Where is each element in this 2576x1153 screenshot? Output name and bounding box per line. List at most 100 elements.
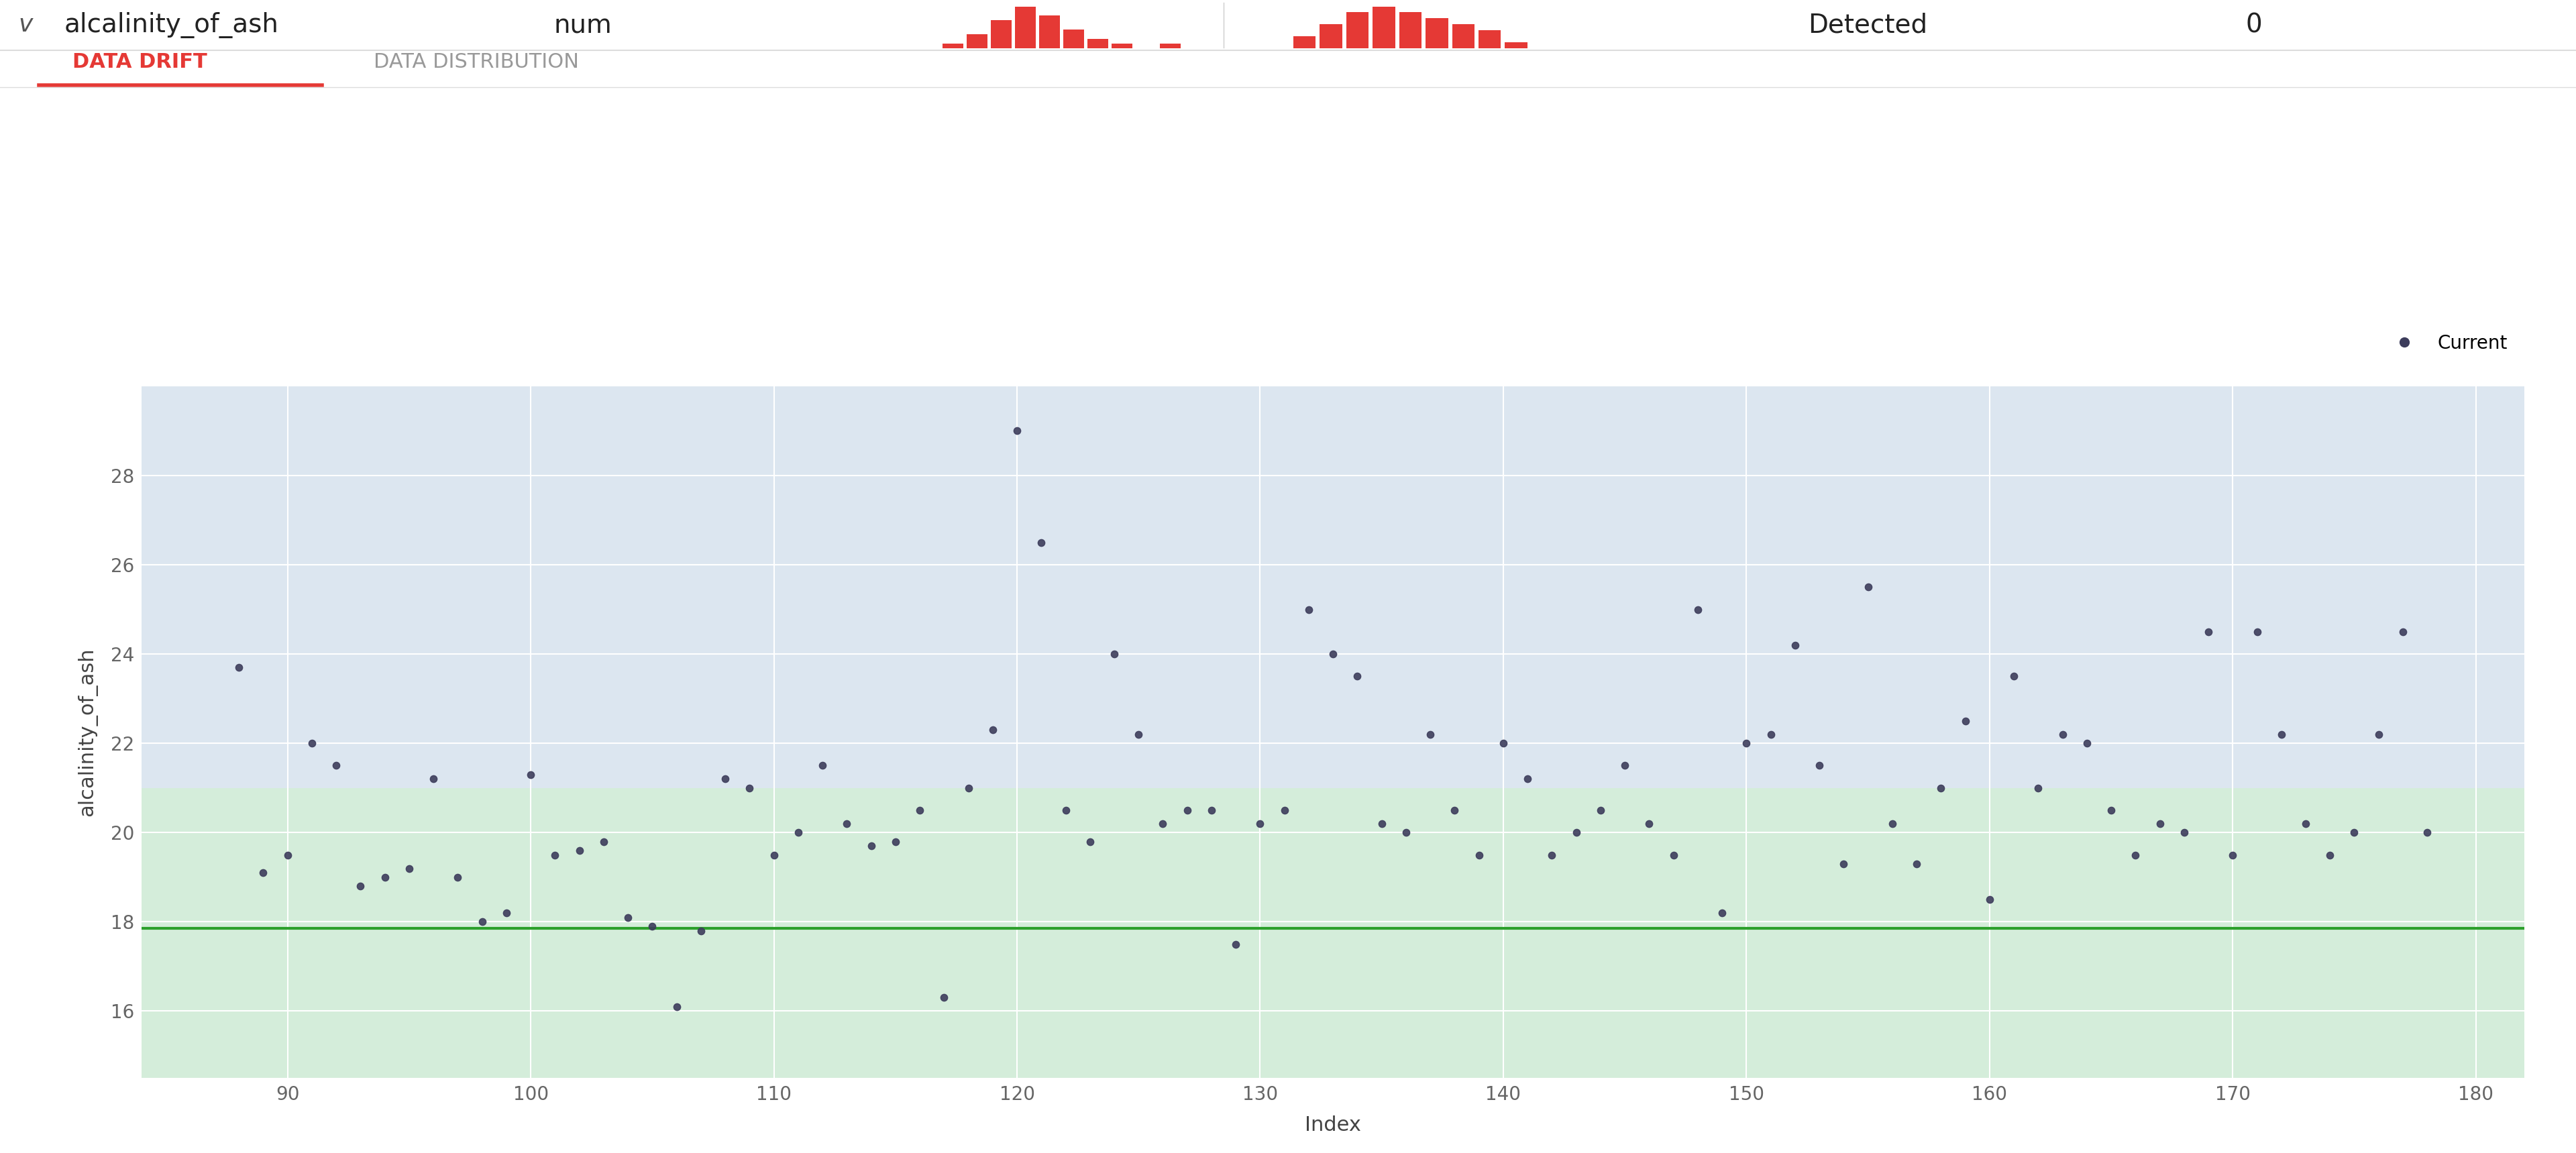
Legend: Current: Current bbox=[2378, 326, 2514, 360]
Point bbox=[1579, 801, 1620, 820]
Point bbox=[631, 917, 672, 935]
Point bbox=[827, 814, 868, 832]
Point bbox=[582, 832, 623, 851]
Bar bbox=[1347, 13, 1368, 48]
Bar bbox=[1041, 16, 1059, 48]
Point bbox=[1435, 801, 1476, 820]
Bar bbox=[1319, 24, 1342, 48]
Bar bbox=[142, 364, 2524, 787]
Point bbox=[752, 845, 793, 864]
Point bbox=[2138, 814, 2179, 832]
Point bbox=[1994, 668, 2035, 686]
Text: alcalinity_of_ash: alcalinity_of_ash bbox=[64, 12, 278, 38]
Point bbox=[2017, 778, 2058, 797]
Point bbox=[1530, 845, 1571, 864]
Point bbox=[2092, 801, 2133, 820]
Point bbox=[1141, 814, 1182, 832]
Point bbox=[2308, 845, 2349, 864]
Text: 0: 0 bbox=[2246, 13, 2262, 38]
Point bbox=[510, 766, 551, 784]
Point bbox=[1798, 756, 1839, 775]
Point bbox=[948, 778, 989, 797]
Bar bbox=[1293, 36, 1316, 48]
Text: Detected: Detected bbox=[1808, 13, 1927, 38]
Text: DATA DISTRIBUTION: DATA DISTRIBUTION bbox=[374, 52, 580, 71]
Bar bbox=[142, 787, 2524, 1078]
Point bbox=[1896, 854, 1937, 873]
Point bbox=[706, 770, 747, 789]
Point bbox=[1484, 734, 1525, 753]
Point bbox=[1167, 801, 1208, 820]
Point bbox=[1095, 645, 1136, 663]
Point bbox=[1216, 935, 1257, 954]
Point bbox=[533, 845, 574, 864]
Point bbox=[487, 904, 528, 922]
Point bbox=[729, 778, 770, 797]
Point bbox=[1824, 854, 1865, 873]
Point bbox=[1288, 601, 1329, 619]
Bar bbox=[1015, 7, 1036, 48]
Point bbox=[559, 842, 600, 860]
Bar bbox=[1373, 7, 1396, 48]
Point bbox=[2262, 725, 2303, 744]
Point bbox=[801, 756, 842, 775]
Point bbox=[1775, 636, 1816, 655]
Point bbox=[2115, 845, 2156, 864]
Point bbox=[363, 868, 404, 887]
X-axis label: Index: Index bbox=[1306, 1115, 1360, 1135]
Point bbox=[1945, 711, 1986, 730]
Point bbox=[608, 909, 649, 927]
Point bbox=[876, 832, 917, 851]
Point bbox=[2164, 823, 2205, 842]
Point bbox=[1677, 601, 1718, 619]
Point bbox=[219, 658, 260, 677]
Bar bbox=[1425, 18, 1448, 48]
Point bbox=[657, 997, 698, 1016]
Point bbox=[1190, 801, 1231, 820]
Point bbox=[1118, 725, 1159, 744]
Point bbox=[1847, 578, 1888, 596]
Point bbox=[850, 837, 891, 856]
Point bbox=[1703, 904, 1744, 922]
Point bbox=[1337, 668, 1378, 686]
Point bbox=[778, 823, 819, 842]
Point bbox=[1409, 725, 1450, 744]
Point bbox=[2334, 823, 2375, 842]
Bar bbox=[1064, 30, 1084, 48]
Point bbox=[1458, 845, 1499, 864]
Point bbox=[922, 988, 963, 1007]
Point bbox=[680, 921, 721, 940]
Point bbox=[2043, 725, 2084, 744]
Bar bbox=[966, 35, 987, 48]
Point bbox=[412, 770, 453, 789]
Point bbox=[1726, 734, 1767, 753]
Point bbox=[971, 721, 1012, 739]
Point bbox=[2406, 823, 2447, 842]
Point bbox=[1968, 890, 2009, 909]
Text: v: v bbox=[18, 14, 33, 37]
Point bbox=[1556, 823, 1597, 842]
Point bbox=[1360, 814, 1401, 832]
Point bbox=[1919, 778, 1960, 797]
Point bbox=[2285, 814, 2326, 832]
Point bbox=[1605, 756, 1646, 775]
Point bbox=[389, 859, 430, 877]
Point bbox=[242, 864, 283, 882]
Bar bbox=[943, 44, 963, 48]
Point bbox=[2236, 623, 2277, 641]
Bar bbox=[1399, 13, 1422, 48]
Point bbox=[997, 422, 1038, 440]
Point bbox=[1265, 801, 1306, 820]
Point bbox=[1069, 832, 1110, 851]
Point bbox=[1628, 814, 1669, 832]
Point bbox=[438, 868, 479, 887]
Point bbox=[1654, 845, 1695, 864]
Point bbox=[317, 756, 358, 775]
Bar bbox=[1159, 44, 1180, 48]
Point bbox=[1020, 533, 1061, 551]
Point bbox=[1873, 814, 1914, 832]
Point bbox=[291, 734, 332, 753]
Point bbox=[2357, 725, 2398, 744]
Point bbox=[1239, 814, 1280, 832]
Point bbox=[1749, 725, 1790, 744]
